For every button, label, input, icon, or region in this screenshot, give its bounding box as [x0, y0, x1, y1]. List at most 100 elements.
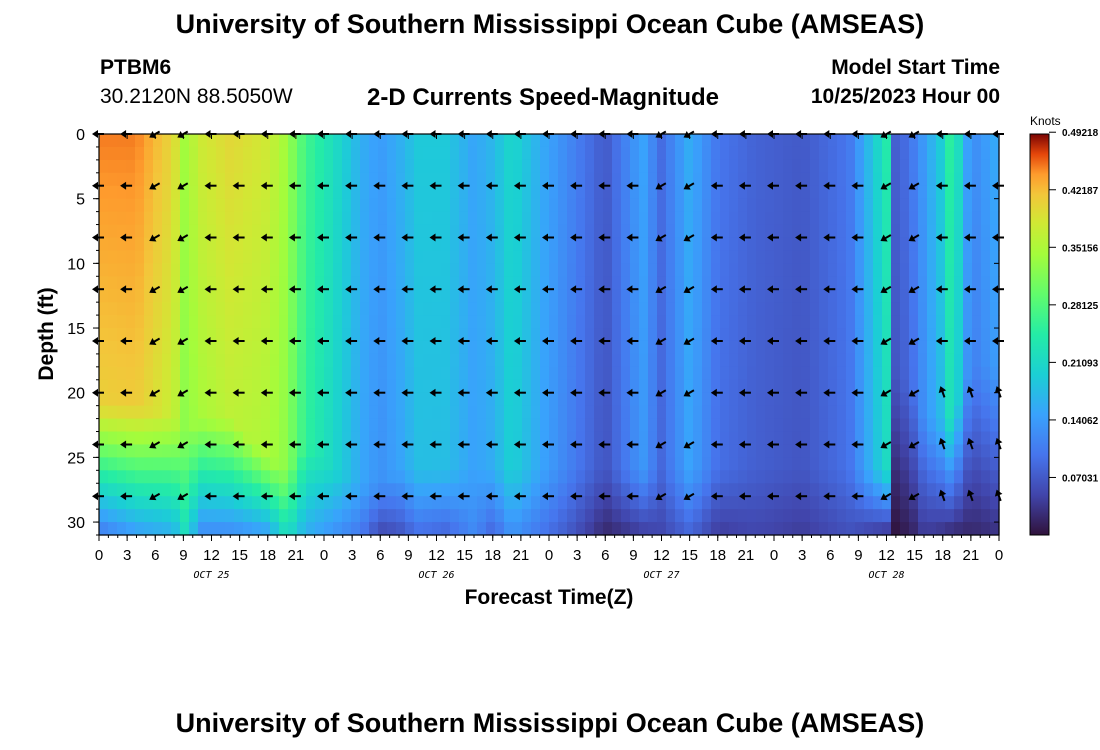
heatmap-cell: [621, 496, 631, 510]
heatmap-cell: [945, 328, 955, 342]
heatmap-cell: [468, 302, 478, 316]
heatmap-cell: [288, 379, 298, 394]
heatmap-cell: [405, 522, 415, 536]
heatmap-cell: [450, 392, 460, 407]
heatmap-cell: [513, 315, 523, 329]
heatmap-cell: [828, 366, 838, 381]
heatmap-cell: [945, 405, 955, 420]
heatmap-cell: [342, 457, 352, 471]
heatmap-cell: [765, 159, 775, 174]
heatmap-cell: [702, 353, 712, 368]
heatmap-cell: [891, 328, 901, 342]
heatmap-cell: [279, 353, 289, 368]
heatmap-cell: [198, 211, 208, 226]
heatmap-cell: [315, 340, 325, 355]
heatmap-cell: [630, 250, 640, 264]
heatmap-cell: [324, 302, 334, 316]
day-label: OCT 26: [418, 570, 454, 581]
heatmap-cell: [378, 522, 388, 536]
heatmap-cell: [162, 418, 172, 433]
heatmap-cell: [720, 315, 730, 329]
heatmap-cell: [801, 522, 811, 536]
heatmap-cell: [486, 522, 496, 536]
heatmap-cell: [333, 496, 343, 510]
heatmap-cell: [873, 405, 883, 420]
heatmap-cell: [153, 263, 163, 277]
heatmap-cell: [792, 250, 802, 264]
heatmap-cell: [369, 263, 379, 277]
heatmap-cell: [468, 211, 478, 226]
heatmap-cell: [207, 224, 217, 239]
heatmap-cell: [297, 198, 307, 213]
heatmap-cell: [954, 185, 964, 200]
heatmap-cell: [567, 134, 577, 148]
chart-title-repeat: University of Southern Mississippi Ocean…: [175, 708, 925, 738]
heatmap-cell: [450, 134, 460, 148]
heatmap-cell: [792, 159, 802, 174]
heatmap-cell: [342, 405, 352, 420]
heatmap-cell: [261, 353, 271, 368]
heatmap-cell: [432, 431, 442, 446]
heatmap-cell: [252, 379, 262, 394]
heatmap-cell: [711, 224, 721, 239]
heatmap-cell: [297, 315, 307, 329]
heatmap-cell: [540, 366, 550, 381]
x-tick-label: 3: [348, 547, 356, 564]
heatmap-cell: [882, 483, 892, 497]
current-arrow: [655, 234, 667, 242]
heatmap-cell: [207, 185, 217, 200]
heatmap-cell: [423, 185, 433, 200]
heatmap-cell: [810, 172, 820, 187]
heatmap-cell: [774, 289, 784, 303]
heatmap-cell: [495, 328, 505, 342]
heatmap-cell: [873, 172, 883, 187]
heatmap-cell: [666, 405, 676, 420]
heatmap-cell: [702, 328, 712, 342]
heatmap-cell: [981, 405, 991, 420]
heatmap-cell: [576, 444, 586, 458]
heatmap-cell: [333, 146, 343, 161]
heatmap-cell: [675, 483, 685, 497]
heatmap-cell: [963, 159, 973, 174]
heatmap-cell: [684, 483, 694, 497]
heatmap-cell: [135, 276, 145, 290]
heatmap-cell: [882, 276, 892, 290]
heatmap-cell: [630, 405, 640, 420]
heatmap-cell: [144, 289, 154, 303]
heatmap-cell: [801, 302, 811, 316]
heatmap-cell: [117, 185, 127, 200]
heatmap-cell: [909, 418, 919, 433]
heatmap-cell: [837, 250, 847, 264]
heatmap-cell: [234, 379, 244, 394]
heatmap-cell: [513, 276, 523, 290]
heatmap-cell: [756, 418, 766, 433]
heatmap-cell: [657, 315, 667, 329]
heatmap-cell: [612, 522, 622, 536]
heatmap-cell: [459, 340, 469, 355]
heatmap-cell: [531, 315, 541, 329]
heatmap-cell: [198, 379, 208, 394]
heatmap-cell: [603, 483, 613, 497]
heatmap-cell: [144, 353, 154, 368]
heatmap-cell: [684, 263, 694, 277]
heatmap-cell: [837, 198, 847, 213]
current-arrow: [429, 492, 442, 501]
heatmap-cell: [495, 483, 505, 497]
heatmap-cell: [504, 470, 514, 484]
heatmap-cell: [171, 418, 181, 433]
heatmap-cell: [126, 418, 136, 433]
heatmap-cell: [171, 496, 181, 510]
heatmap-cell: [459, 289, 469, 303]
heatmap-cell: [270, 470, 280, 484]
heatmap-cell: [414, 146, 424, 161]
heatmap-cell: [918, 211, 928, 226]
heatmap-cell: [342, 366, 352, 381]
heatmap-cell: [486, 418, 496, 433]
heatmap-cell: [279, 250, 289, 264]
heatmap-cell: [675, 418, 685, 433]
heatmap-cell: [153, 289, 163, 303]
heatmap-cell: [855, 379, 865, 394]
heatmap-cell: [198, 328, 208, 342]
heatmap-cell: [513, 289, 523, 303]
heatmap-cell: [396, 289, 406, 303]
